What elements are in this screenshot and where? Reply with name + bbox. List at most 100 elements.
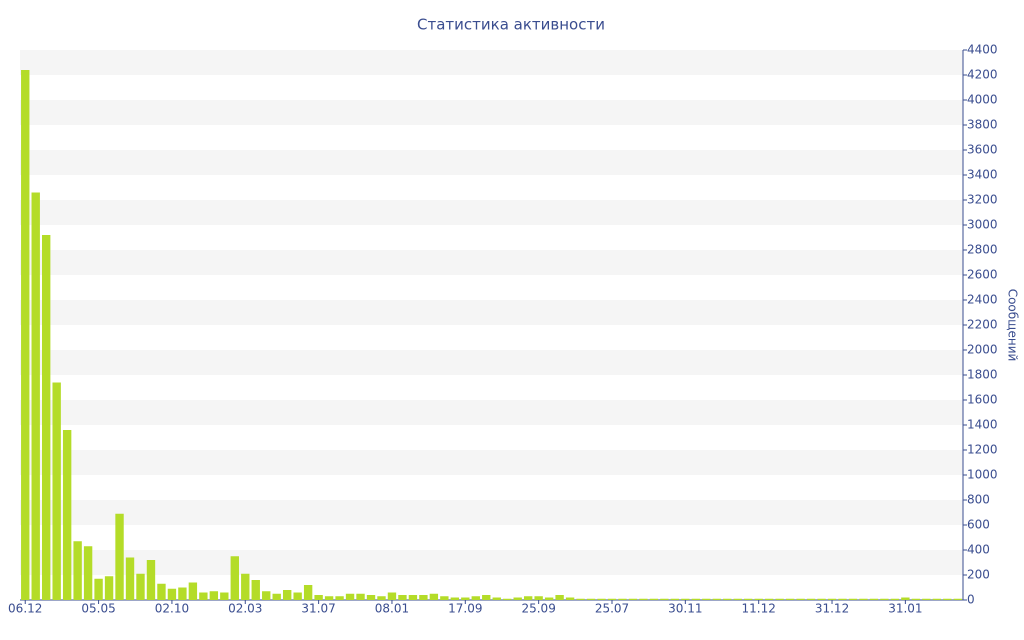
bar [660, 598, 669, 600]
x-tick-label: 08.01 [375, 602, 409, 616]
bar [827, 598, 837, 600]
bar [167, 588, 177, 600]
y-tick-label: 600 [967, 518, 990, 532]
x-tick-label: 30.11 [668, 602, 702, 616]
bar [775, 598, 784, 600]
bar [953, 598, 962, 600]
y-tick-label: 1000 [967, 468, 998, 482]
bar [576, 598, 585, 600]
bar [806, 598, 816, 600]
bar [932, 598, 941, 600]
bar [314, 595, 323, 600]
bar [890, 598, 900, 600]
y-tick-label: 3800 [967, 118, 998, 132]
bar [324, 596, 334, 600]
bar [408, 595, 418, 600]
bar [492, 597, 501, 600]
bar [503, 598, 512, 600]
bar [785, 598, 795, 600]
y-tick-label: 200 [967, 568, 990, 582]
x-tick-label: 05.05 [81, 602, 115, 616]
bar [639, 598, 648, 600]
grid-band [20, 450, 963, 475]
bar [188, 582, 198, 600]
bar [911, 598, 921, 600]
bar [398, 595, 407, 600]
y-tick-label: 4000 [967, 93, 998, 107]
bar [251, 580, 260, 600]
bar [534, 596, 543, 600]
chart-title: Статистика активности [417, 16, 605, 34]
x-tick-label: 17.09 [448, 602, 482, 616]
bar [523, 596, 533, 600]
x-tick-label: 25.07 [595, 602, 629, 616]
grid-band [20, 300, 963, 325]
bar [335, 596, 344, 600]
bar [838, 598, 847, 600]
bar [712, 598, 721, 600]
y-axis-label: Сообщений [1006, 289, 1020, 362]
y-tick-label: 400 [967, 543, 990, 557]
x-tick-label: 11.12 [742, 602, 776, 616]
bar [544, 597, 554, 600]
bar [922, 598, 931, 600]
bar [21, 70, 30, 600]
bar [209, 591, 219, 600]
bar [157, 583, 166, 600]
bar [303, 585, 313, 600]
x-tick-label: 31.01 [888, 602, 922, 616]
bar [419, 595, 428, 600]
bar [272, 593, 281, 600]
bar [618, 598, 627, 600]
y-tick-label: 3400 [967, 168, 998, 182]
bar [796, 598, 805, 600]
grid-band [20, 50, 963, 75]
grid-band [20, 200, 963, 225]
bar [901, 597, 910, 600]
y-tick-label: 3600 [967, 143, 998, 157]
bar [262, 591, 271, 600]
y-tick-label: 2200 [967, 318, 998, 332]
bar [282, 590, 292, 600]
bar [681, 598, 690, 600]
y-tick-label: 0 [967, 593, 975, 607]
y-tick-label: 2000 [967, 343, 998, 357]
bar [628, 598, 638, 600]
grid-band [20, 400, 963, 425]
bar [115, 513, 124, 600]
bar [869, 598, 879, 600]
bar [377, 596, 386, 600]
bar [764, 598, 774, 600]
bar [848, 598, 858, 600]
y-tick-label: 800 [967, 493, 990, 507]
bar [125, 557, 135, 600]
x-tick-label: 31.07 [301, 602, 335, 616]
bar [670, 598, 680, 600]
bar [293, 592, 302, 600]
bar [817, 598, 826, 600]
bar [429, 593, 439, 600]
bar [555, 595, 564, 600]
bar [607, 598, 617, 600]
bar [482, 595, 491, 600]
bar [83, 546, 93, 600]
y-tick-label: 4400 [967, 43, 998, 57]
y-tick-label: 2600 [967, 268, 998, 282]
bar [744, 598, 753, 600]
bar [943, 598, 952, 600]
grid-band [20, 250, 963, 275]
bar [597, 598, 606, 600]
y-tick-label: 3200 [967, 193, 998, 207]
bar [356, 593, 365, 600]
bar [691, 598, 701, 600]
x-tick-label: 06.12 [8, 602, 42, 616]
grid-band [20, 550, 963, 575]
grid-band [20, 350, 963, 375]
bar [565, 597, 575, 600]
bar [146, 560, 156, 600]
bar [241, 573, 250, 600]
x-tick-label: 31.12 [815, 602, 849, 616]
y-tick-label: 3000 [967, 218, 998, 232]
y-tick-label: 1800 [967, 368, 998, 382]
